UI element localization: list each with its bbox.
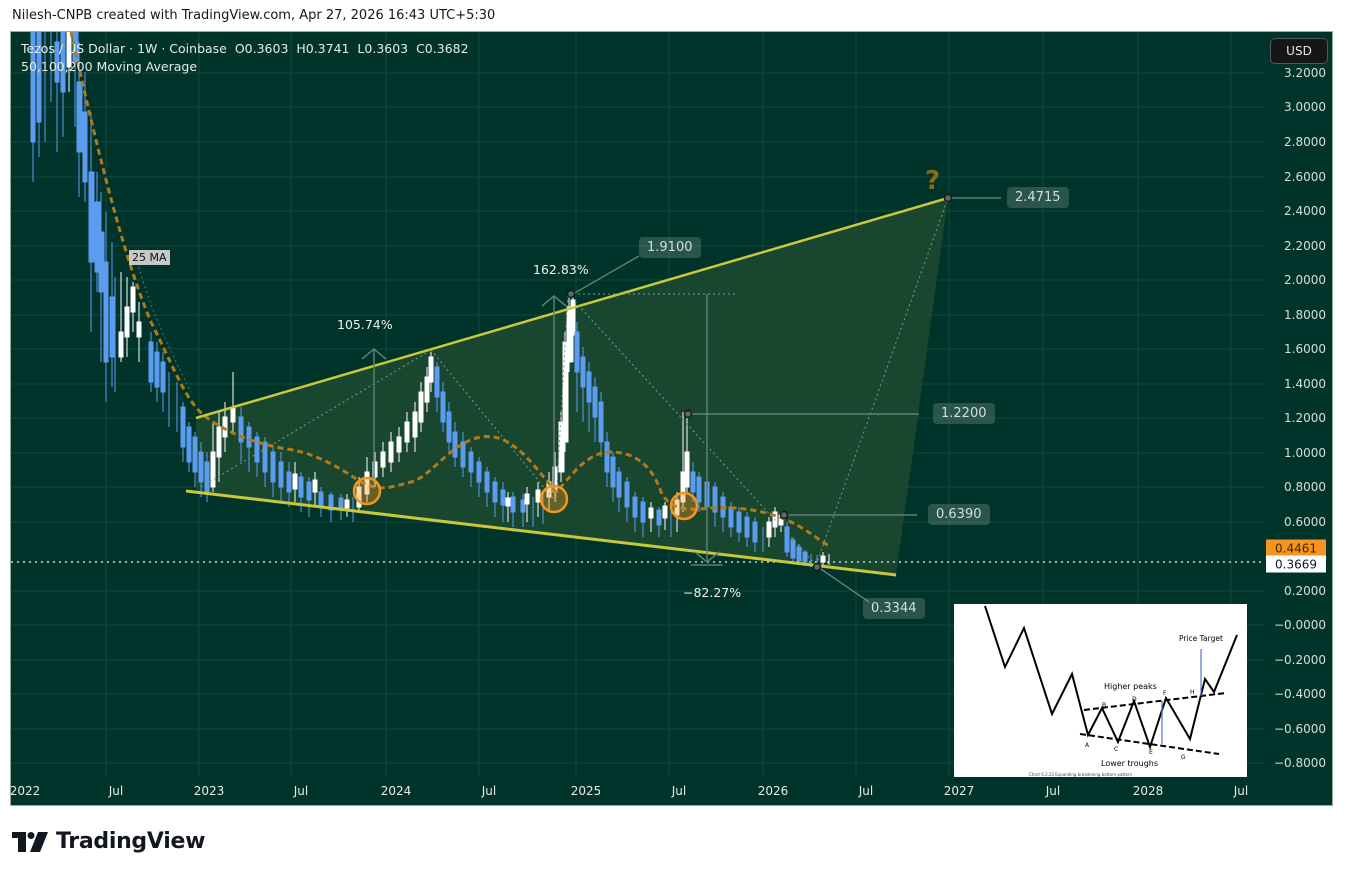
y-tick: 2.6000 xyxy=(1284,170,1326,184)
last-price-tag: 0.3669 xyxy=(1266,555,1326,573)
ma-25-label: 25 MA xyxy=(129,250,170,265)
loss-label-82: −82.27% xyxy=(683,585,742,600)
y-tick: 1.6000 xyxy=(1284,342,1326,356)
x-tick: 2022 xyxy=(10,784,41,798)
x-tick: 2025 xyxy=(570,784,602,798)
svg-text:H: H xyxy=(1190,689,1195,696)
y-tick: 2.0000 xyxy=(1284,273,1326,287)
svg-text:D: D xyxy=(1132,696,1137,703)
y-tick: 1.4000 xyxy=(1284,377,1326,391)
y-tick: −0.0000 xyxy=(1273,618,1326,632)
svg-text:E: E xyxy=(1149,749,1153,756)
price-callout-2471: 2.4715 xyxy=(1007,187,1069,208)
price-callout-0639: 0.6390 xyxy=(928,504,990,525)
ma-price-tag: 0.4461 xyxy=(1266,539,1326,557)
svg-text:Chart 6.2.22 Expanding broaden: Chart 6.2.22 Expanding broadening bottom… xyxy=(1029,772,1133,777)
projection-lines xyxy=(200,197,949,566)
x-tick: Jul xyxy=(1045,784,1061,798)
x-tick: 2024 xyxy=(380,784,412,798)
highlight-circles xyxy=(352,476,699,521)
gain-label-162: 162.83% xyxy=(533,262,589,277)
svg-text:F: F xyxy=(1163,690,1167,697)
y-tick: 0.8000 xyxy=(1284,480,1326,494)
y-tick: −0.4000 xyxy=(1273,687,1326,701)
lower-trendline xyxy=(185,489,897,577)
svg-text:B: B xyxy=(1102,702,1106,709)
x-tick: Jul xyxy=(858,784,874,798)
y-tick: 2.2000 xyxy=(1284,239,1326,253)
pattern-reference-image: Higher peaks Lower troughs Price Target … xyxy=(954,604,1247,777)
measure-arrows xyxy=(361,294,723,566)
x-tick: Jul xyxy=(671,784,687,798)
y-tick: 1.0000 xyxy=(1284,446,1326,460)
tradingview-logo-icon xyxy=(12,831,48,852)
tradingview-logo[interactable]: TradingView xyxy=(12,829,205,854)
y-tick: 2.8000 xyxy=(1284,135,1326,149)
price-callout-1220: 1.2200 xyxy=(933,403,995,424)
y-tick: 1.2000 xyxy=(1284,411,1326,425)
moving-average-line xyxy=(69,32,832,549)
chart-credit: Nilesh-CNPB created with TradingView.com… xyxy=(12,8,496,23)
y-tick: 3.0000 xyxy=(1284,100,1326,114)
broadening-wedge-fill xyxy=(196,198,948,575)
y-tick: 2.4000 xyxy=(1284,204,1326,218)
svg-text:Lower troughs: Lower troughs xyxy=(1101,759,1158,768)
candles xyxy=(30,32,830,567)
x-axis[interactable]: 2022 Jul 2023 Jul 2024 Jul 2025 Jul 2026… xyxy=(11,777,1332,805)
y-tick: 0.2000 xyxy=(1284,584,1326,598)
svg-text:G: G xyxy=(1181,754,1186,761)
gain-label-105: 105.74% xyxy=(337,317,393,332)
svg-text:A: A xyxy=(1085,742,1090,749)
indicator-info: 50,100,200 Moving Average xyxy=(21,59,198,74)
y-tick: −0.8000 xyxy=(1273,756,1326,770)
symbol-info: Tezos / US Dollar · 1W · Coinbase O0.360… xyxy=(21,41,469,56)
price-callout-0334: 0.3344 xyxy=(863,598,925,619)
x-tick: Jul xyxy=(293,784,309,798)
upper-trendline xyxy=(195,196,949,420)
y-tick: 0.6000 xyxy=(1284,515,1326,529)
chart-frame[interactable]: Tezos / US Dollar · 1W · Coinbase O0.360… xyxy=(10,31,1333,806)
leader-lines xyxy=(572,197,1001,603)
pattern-price-path xyxy=(984,605,1238,751)
svg-text:Higher peaks: Higher peaks xyxy=(1104,682,1157,691)
currency-button[interactable]: USD xyxy=(1270,38,1328,64)
svg-text:Price Target: Price Target xyxy=(1179,634,1223,643)
anchor-points xyxy=(566,193,953,572)
x-tick: Jul xyxy=(481,784,497,798)
y-tick: −0.2000 xyxy=(1273,653,1326,667)
price-callout-1910: 1.9100 xyxy=(639,237,701,258)
price-plot[interactable] xyxy=(11,32,1333,806)
chart-legend: Tezos / US Dollar · 1W · Coinbase O0.360… xyxy=(21,40,469,76)
x-tick: 2028 xyxy=(1132,784,1164,798)
ma25-line xyxy=(138,266,192,393)
x-tick: Jul xyxy=(1233,784,1249,798)
x-tick: Jul xyxy=(108,784,124,798)
y-tick: −0.6000 xyxy=(1273,722,1326,736)
question-mark-icon: ? xyxy=(925,166,941,196)
y-tick: 1.8000 xyxy=(1284,308,1326,322)
x-tick: 2023 xyxy=(193,784,225,798)
y-tick: 3.2000 xyxy=(1284,66,1326,80)
svg-text:C: C xyxy=(1114,746,1118,753)
tradingview-brand: TradingView xyxy=(56,829,206,854)
x-tick: 2027 xyxy=(943,784,975,798)
x-tick: 2026 xyxy=(757,784,789,798)
